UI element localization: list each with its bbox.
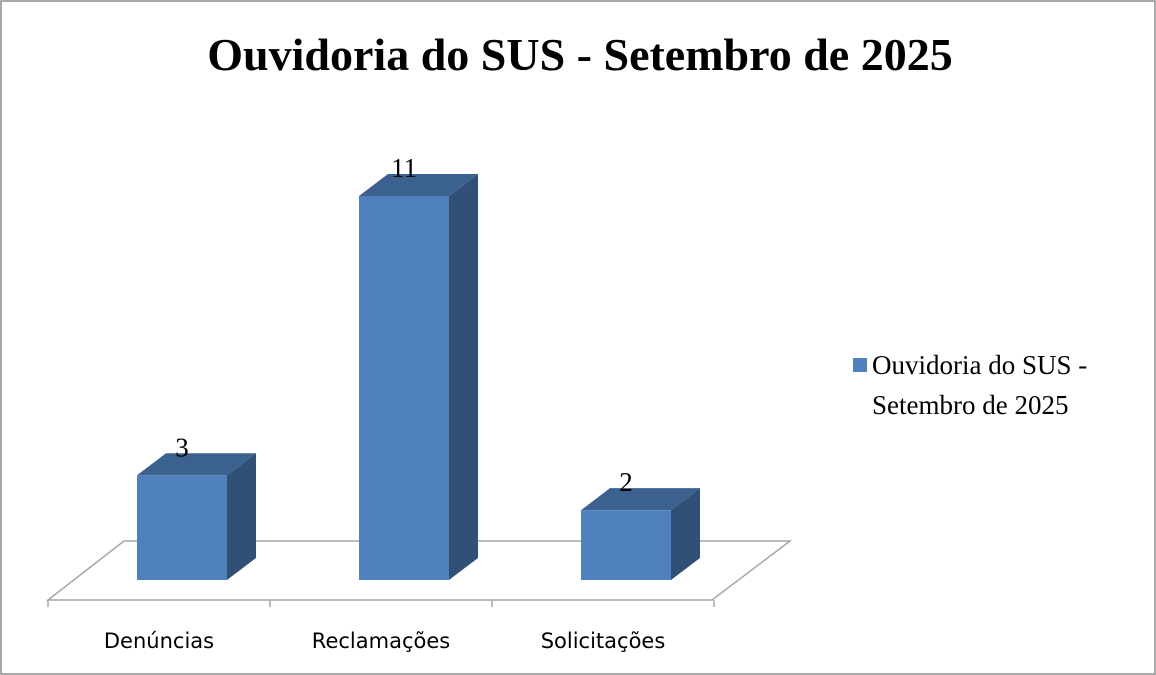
bar xyxy=(137,453,256,580)
value-label: 2 xyxy=(619,467,633,497)
chart-title: Ouvidoria do SUS - Setembro de 2025 xyxy=(207,29,952,80)
x-tick-label: Reclamações xyxy=(312,629,450,653)
bar-face xyxy=(671,488,700,580)
legend-label: Ouvidoria do SUS - Setembro de 2025 xyxy=(872,350,1088,420)
bar xyxy=(359,174,478,580)
bar-face xyxy=(359,196,449,580)
value-label: 11 xyxy=(391,153,417,183)
bar-face xyxy=(581,488,700,511)
x-tick-label: Denúncias xyxy=(104,629,214,653)
x-tick-label: Solicitações xyxy=(541,629,666,653)
bar-face xyxy=(137,453,256,476)
bar-face xyxy=(359,174,478,196)
bar-face xyxy=(449,174,478,580)
legend-swatch xyxy=(853,358,867,372)
bar xyxy=(581,488,700,580)
bar-face xyxy=(581,510,671,580)
floor xyxy=(45,540,793,601)
value-label: 3 xyxy=(175,432,189,462)
bar-face xyxy=(227,453,256,580)
bar-face xyxy=(137,475,227,580)
